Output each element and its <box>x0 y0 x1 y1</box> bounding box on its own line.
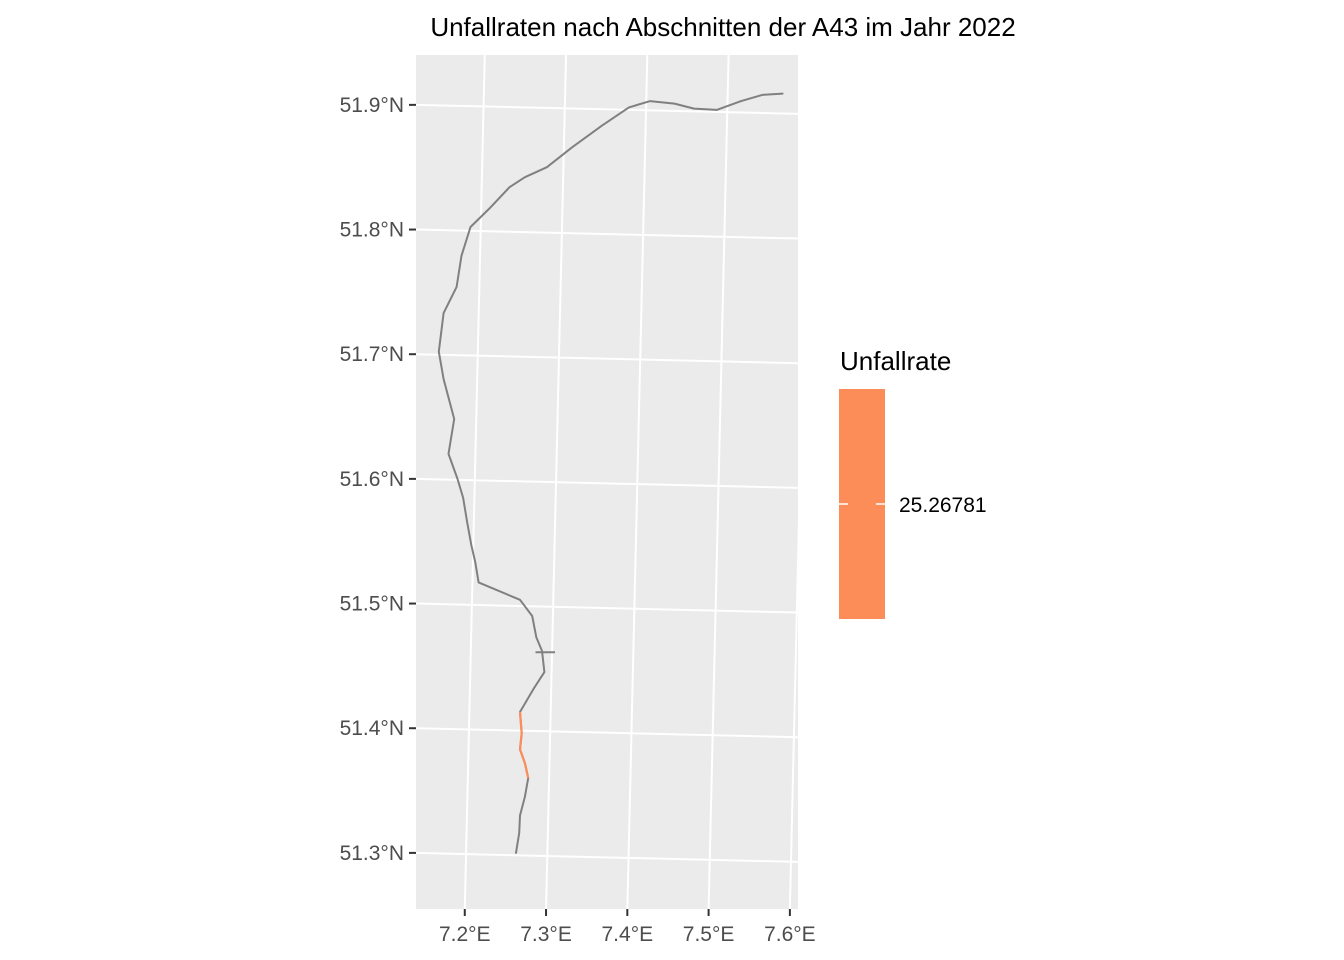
y-axis: 51.3°N 51.4°N 51.5°N 51.6°N 51.7°N 51.8°N 51.9… <box>340 94 416 865</box>
route-layer <box>437 92 784 854</box>
grid-line-lon <box>463 54 486 910</box>
legend: Unfallrate 25.26781 <box>839 346 987 619</box>
x-tick-label: 7.3°E <box>520 923 572 946</box>
grid-line-lat <box>415 727 799 739</box>
route-segment-highlighted <box>518 711 530 779</box>
grid-line-lon <box>626 54 649 910</box>
grid-line-lon <box>788 54 811 910</box>
y-tick-label: 51.8°N <box>340 219 404 242</box>
y-tick-label: 51.9°N <box>340 94 404 117</box>
grid-line-lat <box>415 851 799 863</box>
y-tick-label: 51.7°N <box>340 343 404 366</box>
y-tick-label: 51.3°N <box>340 842 404 865</box>
y-tick-label: 51.4°N <box>340 717 404 740</box>
y-tick-label: 51.6°N <box>340 468 404 491</box>
x-tick-label: 7.4°E <box>602 923 654 946</box>
plot-panel <box>416 55 798 909</box>
grid-line-lat <box>415 103 799 115</box>
x-tick-label: 7.6°E <box>764 923 816 946</box>
grid-line-lon <box>545 54 568 910</box>
graticule-grid <box>415 54 811 910</box>
legend-value-label: 25.26781 <box>899 494 987 517</box>
chart-title: Unfallraten nach Abschnitten der A43 im … <box>430 12 1015 42</box>
y-tick-label: 51.5°N <box>340 593 404 616</box>
legend-title: Unfallrate <box>840 346 951 376</box>
x-tick-label: 7.5°E <box>683 923 735 946</box>
grid-line-lat <box>415 477 799 489</box>
grid-line-lat <box>415 602 799 614</box>
x-axis: 7.2°E 7.3°E 7.4°E 7.5°E 7.6°E <box>439 909 816 946</box>
grid-line-lat <box>415 353 799 365</box>
x-tick-label: 7.2°E <box>439 923 491 946</box>
grid-line-lon <box>707 54 730 910</box>
